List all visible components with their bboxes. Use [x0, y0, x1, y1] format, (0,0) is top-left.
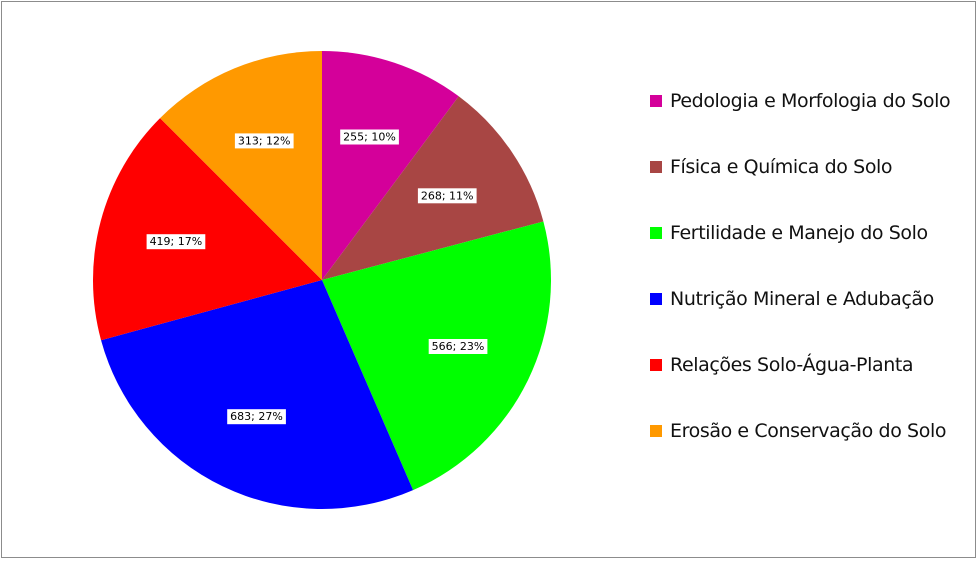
legend-swatch-6	[650, 425, 662, 437]
data-label-box-1	[340, 129, 399, 145]
pie-slice-2	[322, 96, 544, 280]
pie-slice-5	[92, 118, 323, 341]
data-label-6: 313; 12%	[234, 133, 294, 149]
legend-item-3: Fertilidade e Manejo do Solo	[650, 220, 970, 246]
pie-data-labels: 255; 10% 268; 11% 566; 23% 683; 27% 419; 17%…	[146, 129, 488, 425]
data-label-text-2: 268; 11%	[421, 189, 474, 202]
legend-label-1: Pedologia e Morfologia do Solo	[670, 90, 951, 112]
pie-slices	[92, 50, 551, 509]
legend-swatch-5	[650, 359, 662, 371]
data-label-text-6: 313; 12%	[238, 134, 291, 147]
data-label-3: 566; 23%	[428, 339, 488, 354]
legend-item-2: Física e Química do Solo	[650, 154, 970, 180]
data-label-text-3: 566; 23%	[432, 340, 485, 353]
data-label-box-3	[428, 339, 488, 354]
data-label-box-4	[227, 409, 286, 425]
data-label-box-5	[146, 234, 206, 250]
pie-slice-3	[322, 221, 551, 491]
legend-item-1: Pedologia e Morfologia do Solo	[650, 88, 970, 114]
legend-label-5: Relações Solo-Água-Planta	[670, 354, 914, 376]
legend-swatch-1	[650, 95, 662, 107]
legend-label-6: Erosão e Conservação do Solo	[670, 420, 947, 442]
legend-label-3: Fertilidade e Manejo do Solo	[670, 222, 928, 244]
legend-item-5: Relações Solo-Água-Planta	[650, 352, 970, 378]
data-label-2: 268; 11%	[417, 188, 477, 204]
legend-swatch-2	[650, 161, 662, 173]
legend-swatch-4	[650, 293, 662, 305]
pie-slice-6	[160, 50, 322, 280]
data-label-text-5: 419; 17%	[150, 235, 203, 248]
data-label-5: 419; 17%	[146, 234, 206, 250]
legend-swatch-3	[650, 227, 662, 239]
data-label-box-2	[417, 188, 477, 204]
legend-label-2: Física e Química do Solo	[670, 156, 893, 178]
data-label-box-6	[234, 133, 294, 149]
data-label-text-1: 255; 10%	[343, 131, 396, 144]
legend-item-4: Nutrição Mineral e Adubação	[650, 286, 970, 312]
data-label-text-4: 683; 27%	[230, 410, 283, 423]
data-label-4: 683; 27%	[227, 409, 286, 425]
legend-item-6: Erosão e Conservação do Solo	[650, 418, 970, 444]
data-label-1: 255; 10%	[340, 129, 399, 145]
pie-slice-4	[101, 280, 414, 509]
legend-label-4: Nutrição Mineral e Adubação	[670, 288, 934, 310]
pie-slice-1	[322, 51, 459, 280]
